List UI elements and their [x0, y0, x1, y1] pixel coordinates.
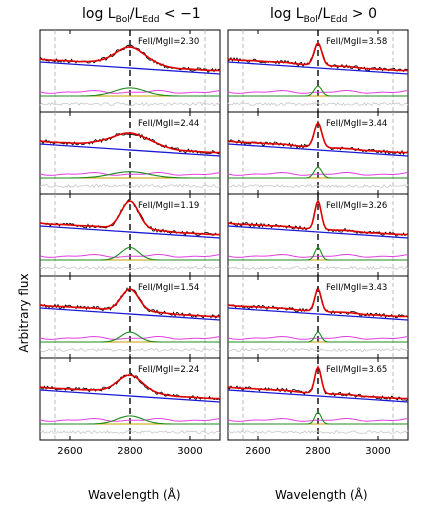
observed-spectrum-series — [227, 120, 409, 156]
panel-ratio-label: FeII/MgII=3.58 — [326, 37, 387, 47]
model-fit-series — [39, 374, 221, 400]
continuum-series — [227, 225, 409, 239]
residual-series — [39, 265, 221, 271]
feii-template-series — [39, 417, 221, 422]
feii-template-series — [227, 417, 409, 422]
model-fit-series — [227, 41, 409, 72]
mgii-component-series — [40, 87, 220, 97]
model-fit-series — [227, 287, 409, 318]
panel-ratio-label: FeII/MgII=3.26 — [326, 201, 387, 211]
mgii-component-series — [228, 166, 408, 179]
model-fit-series — [227, 199, 409, 236]
continuum-series — [227, 389, 409, 403]
feii-template-series — [227, 253, 409, 258]
model-fit-series — [39, 200, 221, 236]
model-fit-series — [39, 46, 221, 72]
continuum-series — [39, 61, 221, 75]
x-tick-label: 3000 — [365, 446, 390, 457]
residual-series — [39, 183, 221, 189]
model-fit-series — [227, 121, 409, 154]
x-tick-label: 3000 — [177, 446, 202, 457]
mgii-component-series — [228, 85, 408, 97]
residual-series — [227, 347, 409, 352]
feii-template-series — [227, 89, 409, 94]
residual-series — [227, 183, 409, 189]
x-axis-label-left: Wavelength (Å) — [88, 488, 181, 502]
x-axis-label-right: Wavelength (Å) — [275, 488, 368, 502]
panel-ratio-label: FeII/MgII=2.24 — [138, 365, 199, 375]
panel-ratio-label: FeII/MgII=1.54 — [138, 283, 199, 293]
mgii-component-series — [228, 246, 408, 261]
model-fit-series — [39, 288, 221, 318]
continuum-series — [227, 61, 409, 75]
panel-ratio-label: FeII/MgII=3.43 — [326, 283, 387, 293]
mgii-component-series — [40, 171, 220, 179]
panel-ratio-label: FeII/MgII=2.30 — [138, 37, 199, 47]
panel-ratio-label: FeII/MgII=3.65 — [326, 365, 387, 375]
feii-template-series — [39, 89, 221, 94]
feii-template-series — [39, 253, 221, 258]
model-fit-series — [227, 365, 409, 400]
continuum-series — [39, 143, 221, 157]
panel-ratio-label: FeII/MgII=2.44 — [138, 119, 199, 129]
feii-template-series — [227, 171, 409, 176]
mgii-component-series — [40, 246, 220, 261]
continuum-series — [39, 389, 221, 403]
left-column-title: log LBol/LEdd < −1 — [82, 6, 201, 25]
observed-spectrum-series — [39, 287, 221, 319]
continuum-series — [227, 307, 409, 321]
continuum-series — [39, 307, 221, 321]
feii-template-series — [39, 171, 221, 176]
continuum-series — [227, 143, 409, 157]
residual-series — [39, 429, 221, 435]
mgii-component-series — [40, 331, 220, 343]
model-fit-series — [39, 132, 221, 154]
residual-series — [227, 101, 409, 107]
panel-ratio-label: FeII/MgII=1.19 — [138, 201, 199, 211]
mgii-component-series — [40, 415, 220, 425]
feii-template-series — [227, 335, 409, 340]
residual-series — [39, 347, 221, 352]
x-tick-label: 2600 — [57, 446, 82, 457]
x-tick-label: 2800 — [117, 446, 142, 457]
mgii-component-series — [228, 411, 408, 425]
residual-series — [227, 430, 409, 435]
x-tick-label: 2800 — [305, 446, 330, 457]
x-tick-label: 2600 — [245, 446, 270, 457]
panel-ratio-label: FeII/MgII=3.44 — [326, 119, 387, 129]
right-column-title: log LBol/LEdd > 0 — [270, 6, 377, 25]
residual-series — [39, 101, 221, 107]
mgii-component-series — [228, 331, 408, 343]
continuum-series — [39, 225, 221, 239]
residual-series — [227, 265, 409, 271]
feii-template-series — [39, 335, 221, 340]
